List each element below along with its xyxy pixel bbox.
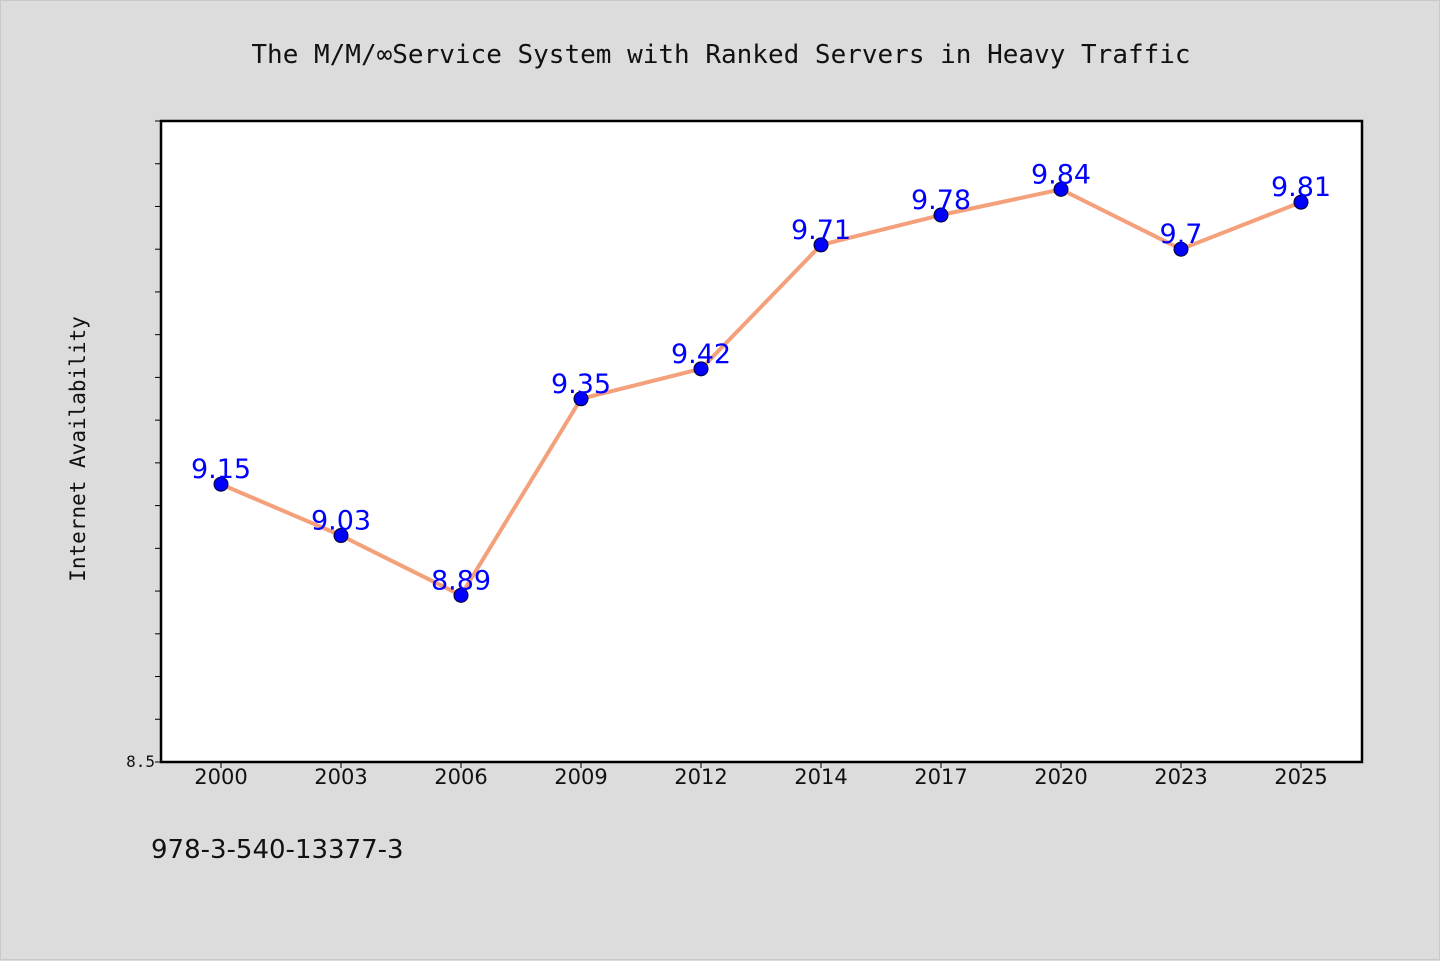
y-axis-ticks: 8.5 <box>126 120 161 771</box>
data-label: 9.78 <box>911 185 971 216</box>
plot-area <box>159 119 1364 764</box>
data-label: 9.7 <box>1160 219 1203 250</box>
data-label: 8.89 <box>431 565 491 596</box>
data-point <box>1173 241 1189 257</box>
series-line <box>220 187 1302 598</box>
y-tick-label: 8.5 <box>126 752 155 771</box>
data-label: 9.03 <box>311 506 371 537</box>
x-tick-label: 2009 <box>554 765 607 789</box>
data-point <box>453 587 469 603</box>
series-layer: 9.15 9.03 8.89 9.35 9.42 9.71 9.78 9.84 9.7 9.81 <box>191 159 1331 603</box>
data-point <box>1053 181 1069 197</box>
y-axis-label: Internet Availability <box>66 316 90 582</box>
data-label: 9.84 <box>1031 159 1091 190</box>
x-tick-label: 2023 <box>1154 765 1207 789</box>
x-tick-label: 2014 <box>794 765 847 789</box>
x-axis-ticks: 2000 2003 2006 2009 2012 2014 2017 2020 2023 2025 <box>194 762 1328 789</box>
data-point <box>693 361 709 377</box>
x-tick-label: 2000 <box>194 765 247 789</box>
data-point <box>213 476 229 492</box>
data-point <box>813 237 829 253</box>
data-point <box>933 207 949 223</box>
x-tick-label: 2017 <box>914 765 967 789</box>
data-label: 9.15 <box>191 454 251 485</box>
data-label: 9.81 <box>1271 172 1331 203</box>
data-label: 9.42 <box>671 339 731 370</box>
x-tick-label: 2020 <box>1034 765 1087 789</box>
footnote: 978-3-540-13377-3 <box>151 835 404 865</box>
chart-title: The M/M/∞Service System with Ranked Serv… <box>251 40 1190 70</box>
x-tick-label: 2006 <box>434 765 487 789</box>
x-tick-label: 2003 <box>314 765 367 789</box>
data-label: 9.71 <box>791 215 851 246</box>
x-tick-label: 2025 <box>1274 765 1327 789</box>
x-tick-label: 2012 <box>674 765 727 789</box>
data-point <box>333 528 349 544</box>
data-label: 9.35 <box>551 369 611 400</box>
data-point <box>573 391 589 407</box>
data-point <box>1293 194 1309 210</box>
